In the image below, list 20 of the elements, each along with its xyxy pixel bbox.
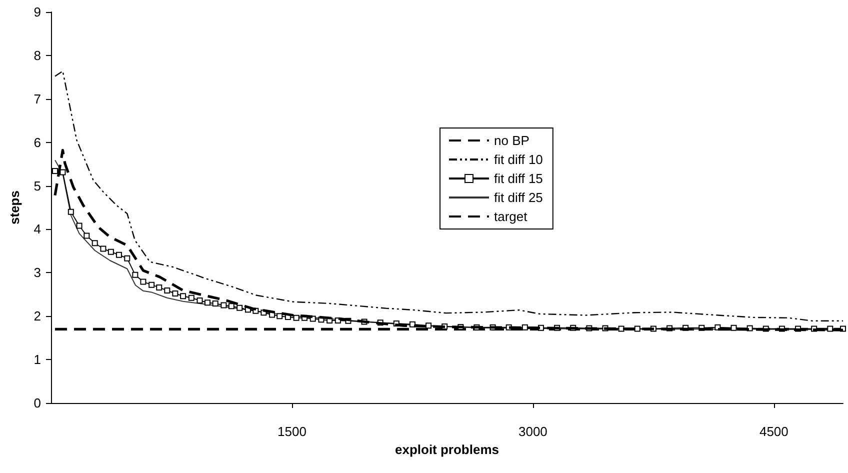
y-tick-label: 2 (34, 308, 41, 324)
y-tick-label: 8 (34, 48, 41, 63)
x-axis-title: exploit problems (394, 442, 500, 457)
y-tick-label: 6 (34, 134, 41, 150)
legend-label: target (494, 209, 528, 224)
y-axis-title: steps (7, 190, 22, 224)
y-tick-label: 5 (34, 178, 41, 194)
legend-label: fit diff 15 (494, 171, 543, 186)
x-tick-label: 3000 (518, 424, 548, 439)
y-tick-label: 0 (34, 396, 41, 410)
y-tick-label: 9 (34, 4, 41, 20)
y-tick-label: 7 (34, 91, 41, 106)
y-tick-label: 1 (34, 352, 41, 368)
legend-label: fit diff 10 (494, 152, 543, 167)
y-tick-label: 4 (34, 222, 41, 237)
x-tick-label: 1500 (278, 424, 306, 439)
x-tick-label: 4500 (759, 424, 788, 439)
legend-label: fit diff 25 (494, 190, 543, 205)
legend-label: no BP (494, 133, 530, 148)
y-tick-label: 3 (34, 265, 41, 280)
